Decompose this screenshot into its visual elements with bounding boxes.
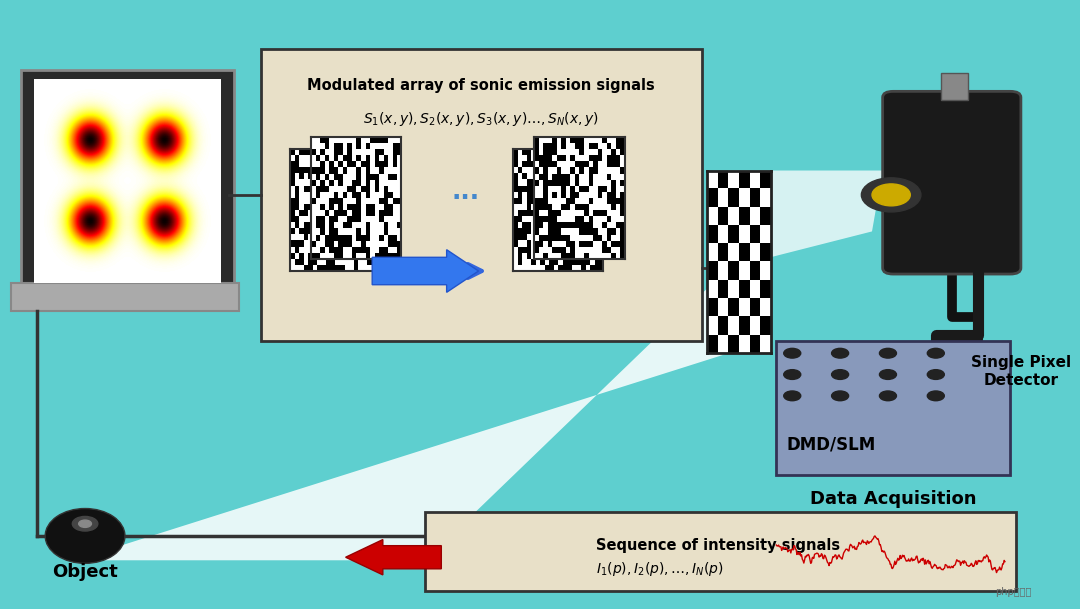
Text: DMD/SLM: DMD/SLM bbox=[787, 435, 876, 454]
FancyBboxPatch shape bbox=[426, 512, 1015, 591]
Circle shape bbox=[879, 348, 896, 358]
FancyBboxPatch shape bbox=[882, 91, 1021, 274]
Circle shape bbox=[928, 370, 944, 379]
Circle shape bbox=[832, 348, 849, 358]
Ellipse shape bbox=[45, 509, 125, 563]
Circle shape bbox=[72, 516, 98, 531]
Text: Single Pixel
Detector: Single Pixel Detector bbox=[971, 355, 1071, 388]
Text: Modulated array of sonic emission signals: Modulated array of sonic emission signal… bbox=[308, 78, 656, 93]
Circle shape bbox=[862, 178, 921, 212]
FancyBboxPatch shape bbox=[260, 49, 702, 341]
Circle shape bbox=[928, 391, 944, 401]
Circle shape bbox=[832, 391, 849, 401]
FancyBboxPatch shape bbox=[22, 70, 234, 295]
Polygon shape bbox=[75, 268, 728, 560]
Text: $I_1(p), I_2(p), \ldots, I_N(p)$: $I_1(p), I_2(p), \ldots, I_N(p)$ bbox=[595, 560, 724, 579]
Text: Data Acquisition: Data Acquisition bbox=[810, 490, 976, 509]
Circle shape bbox=[784, 370, 800, 379]
Circle shape bbox=[928, 348, 944, 358]
Circle shape bbox=[79, 520, 92, 527]
FancyArrow shape bbox=[373, 250, 478, 292]
Polygon shape bbox=[728, 171, 882, 268]
Circle shape bbox=[784, 391, 800, 401]
FancyBboxPatch shape bbox=[941, 73, 968, 100]
Text: Object: Object bbox=[52, 563, 118, 582]
FancyBboxPatch shape bbox=[11, 283, 240, 311]
Text: $S_1(x,y), S_2(x,y), S_3(x,y)\ldots, S_N(x,y)$: $S_1(x,y), S_2(x,y), S_3(x,y)\ldots, S_N… bbox=[363, 110, 599, 128]
Text: Sequence of intensity signals: Sequence of intensity signals bbox=[595, 538, 839, 552]
Circle shape bbox=[879, 370, 896, 379]
FancyArrow shape bbox=[346, 540, 442, 575]
Text: php中文网: php中文网 bbox=[995, 587, 1031, 597]
Circle shape bbox=[784, 348, 800, 358]
Text: ...: ... bbox=[451, 180, 480, 204]
FancyBboxPatch shape bbox=[777, 341, 1010, 475]
Circle shape bbox=[879, 391, 896, 401]
Circle shape bbox=[832, 370, 849, 379]
Circle shape bbox=[872, 184, 910, 206]
